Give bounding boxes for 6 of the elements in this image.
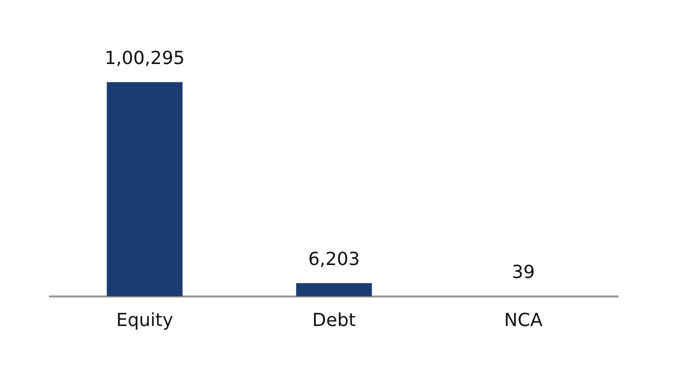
x-tick-label: Debt	[312, 310, 356, 331]
x-tick-label: Equity	[116, 310, 174, 331]
data-label: 6,203	[308, 248, 360, 270]
x-tick-label: NCA	[504, 310, 544, 331]
data-label: 39	[512, 262, 535, 283]
data-label: 1,00,295	[104, 48, 185, 69]
